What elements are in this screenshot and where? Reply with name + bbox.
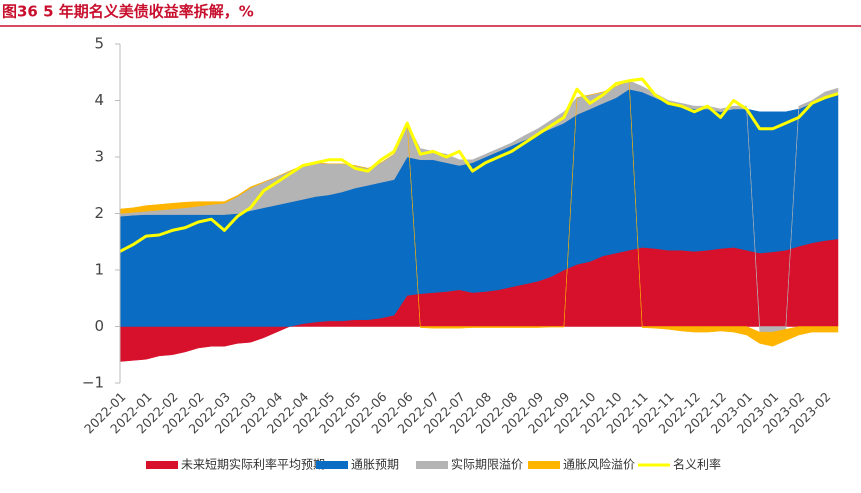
y-tick-label: 3 (94, 148, 104, 166)
y-tick-label: 2 (94, 204, 104, 222)
y-tick-label: −1 (82, 374, 104, 392)
legend-label: 名义利率 (673, 457, 721, 472)
legend-swatch (316, 461, 348, 469)
legend-label: 通胀预期 (351, 458, 399, 472)
y-tick-label: 4 (94, 91, 104, 109)
chart-title: 图36 5 年期名义美债收益率拆解，% (2, 3, 254, 21)
line (119, 77, 839, 253)
legend-label: 通胀风险溢价 (563, 457, 635, 472)
legend-swatch (146, 461, 178, 469)
legend-label: 实际期限溢价 (451, 457, 523, 472)
legend-swatch (416, 461, 448, 469)
legend-label: 未来短期实际利率平均预期 (181, 457, 325, 472)
y-tick-label: 0 (94, 317, 104, 335)
legend-swatch (528, 461, 560, 469)
y-tick-label: 1 (94, 261, 104, 279)
y-tick-label: 5 (94, 35, 104, 53)
